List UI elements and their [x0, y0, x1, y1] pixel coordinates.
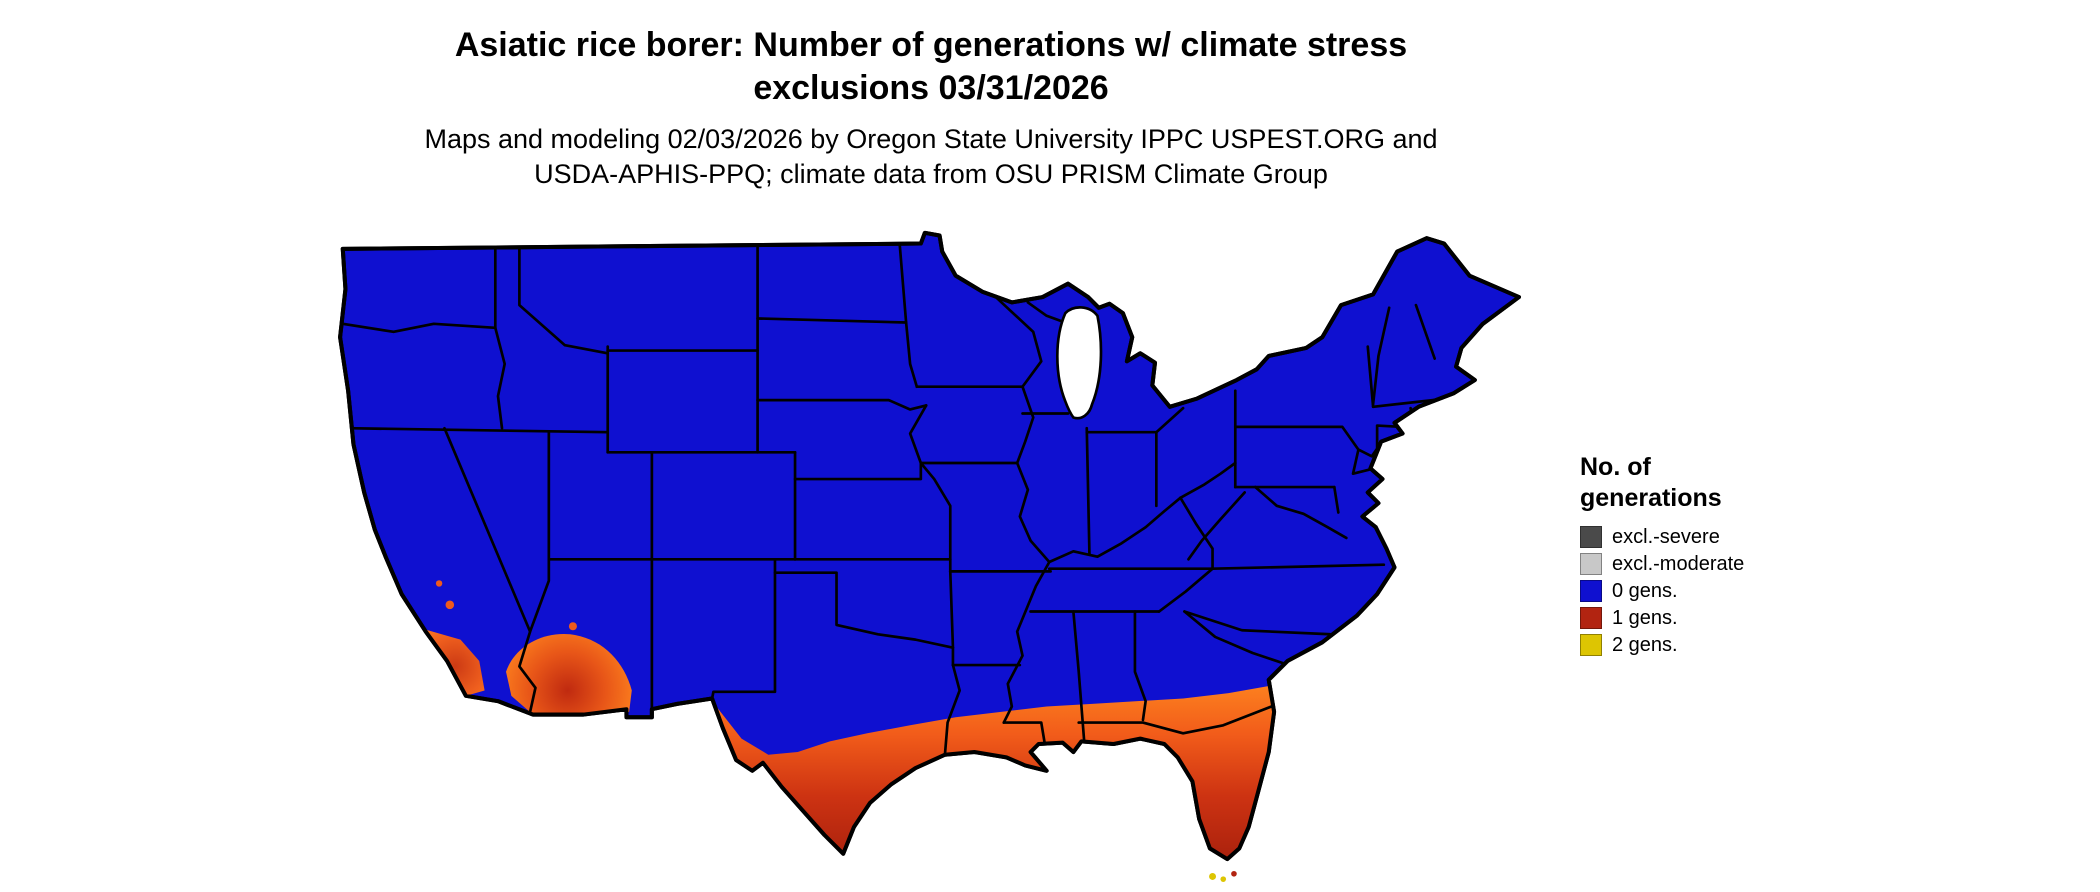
legend-title-line-2: generations	[1580, 483, 1722, 512]
legend-swatch	[1580, 552, 1602, 575]
warm-spot-southern-nevada	[568, 622, 577, 631]
us-map	[316, 230, 1527, 886]
legend-label: 1 gens.	[1612, 606, 1678, 629]
warm-spot-central-valley-2	[435, 580, 443, 587]
us-landmass-0-gens	[340, 233, 1519, 859]
legend-item-0-gens: 0 gens.	[1580, 577, 1880, 604]
legend: No. of generations excl.-severe excl.-mod…	[1580, 452, 1880, 658]
legend-items: excl.-severe excl.-moderate 0 gens. 1 gens.…	[1580, 523, 1880, 658]
subtitle-line-2: USDA-APHIS-PPQ; climate data from OSU PR…	[534, 158, 1328, 189]
legend-swatch	[1580, 633, 1602, 656]
figure-title: Asiatic rice borer: Number of generation…	[0, 24, 1862, 109]
legend-label: excl.-severe	[1612, 525, 1720, 548]
legend-title-line-1: No. of	[1580, 453, 1651, 481]
state-borders	[341, 239, 1447, 757]
legend-item-excl-severe: excl.-severe	[1580, 523, 1880, 550]
warm-spot-central-valley	[445, 600, 455, 610]
legend-item-excl-moderate: excl.-moderate	[1580, 550, 1880, 577]
us-map-svg	[316, 230, 1527, 882]
legend-swatch	[1580, 525, 1602, 548]
subtitle-line-1: Maps and modeling 02/03/2026 by Oregon S…	[424, 124, 1438, 154]
legend-swatch	[1580, 606, 1602, 629]
title-line-2: exclusions 03/31/2026	[753, 68, 1109, 107]
legend-swatch	[1580, 579, 1602, 602]
legend-label: 2 gens.	[1612, 633, 1678, 656]
legend-label: excl.-moderate	[1612, 552, 1745, 575]
figure-subtitle: Maps and modeling 02/03/2026 by Oregon S…	[0, 122, 1862, 191]
florida-keys-specks	[1209, 870, 1237, 882]
legend-label: 0 gens.	[1612, 579, 1678, 602]
legend-title: No. of generations	[1580, 452, 1880, 513]
legend-item-1-gens: 1 gens.	[1580, 604, 1880, 631]
lake-michigan	[1055, 306, 1103, 420]
warm-region-arizona	[506, 633, 632, 720]
title-line-1: Asiatic rice borer: Number of generation…	[454, 26, 1408, 64]
warm-region-socal	[423, 628, 485, 696]
legend-item-2-gens: 2 gens.	[1580, 631, 1880, 658]
